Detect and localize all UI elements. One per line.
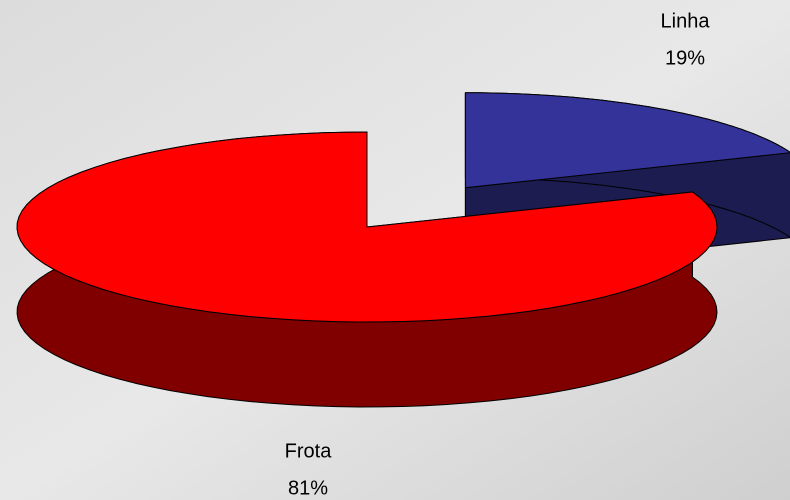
slice-label: Frota — [285, 440, 333, 462]
slice-label: Linha — [661, 10, 711, 32]
slice-value-label: 19% — [665, 47, 705, 69]
slice-value-label: 81% — [288, 477, 328, 499]
pie — [16, 92, 790, 408]
slice-top — [16, 131, 718, 323]
slice-top — [464, 92, 790, 189]
slice — [16, 131, 718, 408]
